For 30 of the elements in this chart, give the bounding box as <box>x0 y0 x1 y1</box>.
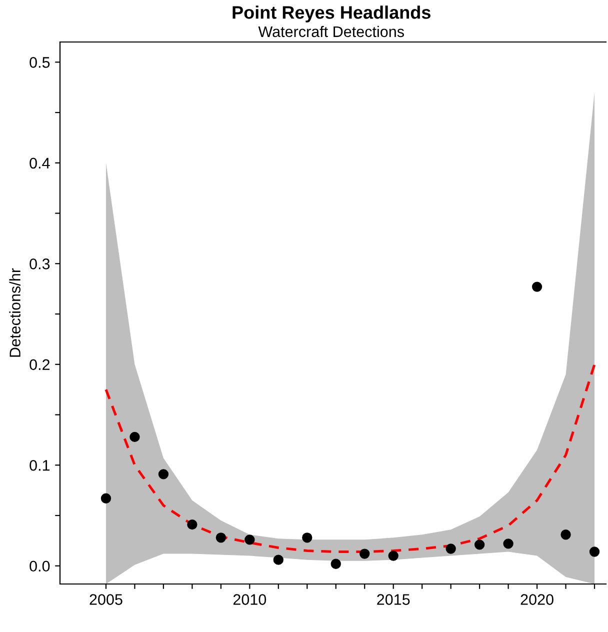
point <box>330 558 341 569</box>
y-tick-label: 0.0 <box>30 560 50 572</box>
y-axis-title: Detections/hr <box>9 268 20 357</box>
point <box>158 469 169 480</box>
y-tick-label: 0.2 <box>30 359 50 370</box>
chart-subtitle: Watercraft Detections <box>258 26 404 38</box>
y-tick-label: 0.3 <box>30 258 50 270</box>
point <box>302 532 312 543</box>
chart-title: Point Reyes Headlands <box>232 6 430 22</box>
y-tick-label: 0.1 <box>30 460 50 471</box>
point <box>360 548 370 559</box>
x-tick-label: 2015 <box>377 594 410 605</box>
point <box>560 530 571 540</box>
y-tick-label: 0.4 <box>30 158 50 169</box>
point <box>474 540 485 550</box>
point <box>532 282 542 292</box>
point <box>100 493 112 504</box>
point <box>503 538 514 549</box>
x-tick-label: 2010 <box>233 594 266 605</box>
point <box>216 532 226 543</box>
point <box>273 554 284 565</box>
point <box>589 546 600 557</box>
point <box>130 432 140 442</box>
point <box>187 519 198 530</box>
x-tick-label: 2020 <box>520 594 554 605</box>
point <box>446 544 456 554</box>
y-tick-label: 0.5 <box>30 57 50 68</box>
x-tick-label: 2005 <box>90 594 122 605</box>
point <box>388 550 398 561</box>
point <box>244 534 255 545</box>
